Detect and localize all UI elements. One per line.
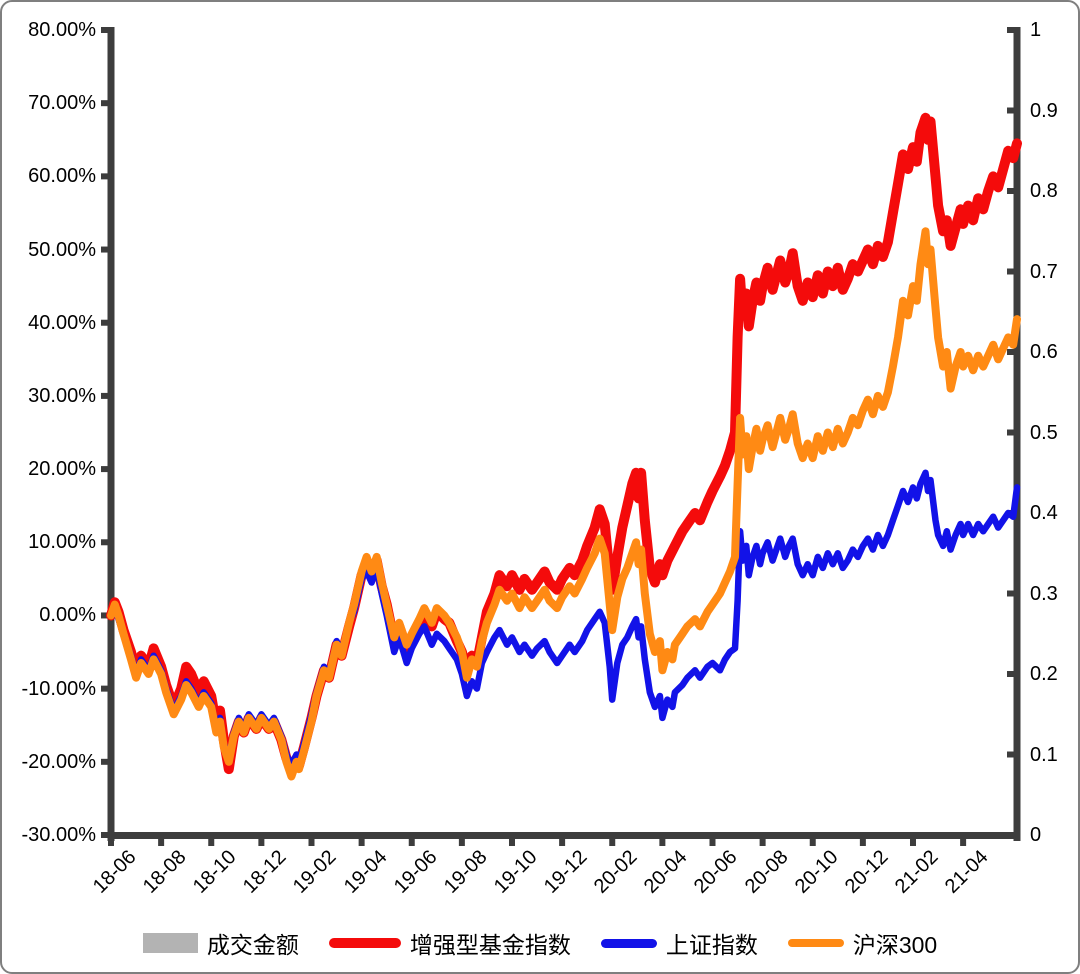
- left-axis-tick-label: 10.00%: [28, 531, 96, 554]
- right-axis-tick-label: 0.3: [1030, 582, 1058, 605]
- right-axis-tick: [1007, 832, 1014, 838]
- right-axis-tick-label: 0: [1030, 824, 1042, 846]
- series-line-增强型基金指数: [106, 112, 1022, 775]
- left-axis-tick-label: -10.00%: [21, 677, 97, 700]
- x-axis-tick: [609, 839, 616, 846]
- legend-line-swatch: [328, 938, 401, 948]
- left-axis-tick: [101, 392, 108, 399]
- right-axis-tick-label: 0.2: [1030, 663, 1058, 685]
- x-axis-line: [107, 832, 1021, 839]
- x-axis-tick: [208, 839, 215, 846]
- left-axis-tick-label: 40.00%: [28, 311, 96, 334]
- left-axis-tick-label: -30.00%: [21, 824, 97, 846]
- left-axis-tick-label: 60.00%: [28, 165, 96, 188]
- left-axis-tick: [101, 27, 108, 33]
- legend-label: 成交金额: [206, 932, 299, 958]
- left-axis-line: [107, 27, 115, 841]
- right-axis-tick-label: 0.8: [1030, 180, 1058, 202]
- left-axis-tick-label: 0.00%: [39, 604, 96, 627]
- left-axis-tick-label: 70.00%: [28, 92, 96, 115]
- x-axis-tick: [559, 839, 566, 846]
- x-axis-tick: [508, 839, 515, 846]
- left-axis-tick: [101, 246, 108, 253]
- right-axis-tick: [1007, 268, 1014, 275]
- legend-line-swatch: [787, 939, 844, 947]
- x-axis-tick: [308, 839, 315, 846]
- right-axis-tick: [1007, 188, 1014, 194]
- x-axis-tick: [809, 839, 816, 846]
- legend-item-沪深300: 沪深300: [787, 926, 938, 960]
- x-axis-tick: [909, 839, 916, 846]
- right-axis-tick: [1007, 107, 1014, 114]
- right-axis-tick-label: 1: [1030, 19, 1042, 41]
- right-axis-tick-label: 0.7: [1030, 260, 1058, 283]
- right-axis-line: [1013, 27, 1021, 841]
- right-axis-tick-label: 0.9: [1030, 99, 1058, 122]
- x-axis-tick: [659, 839, 666, 846]
- left-axis-tick: [101, 466, 108, 473]
- x-axis-tick: [960, 839, 967, 846]
- left-axis-tick: [101, 319, 108, 326]
- left-axis-tick-label: -20.00%: [21, 750, 97, 773]
- x-axis-tick: [759, 839, 766, 846]
- x-axis-tick: [709, 839, 716, 846]
- left-axis-tick: [101, 539, 108, 546]
- right-axis-tick-label: 0.4: [1030, 502, 1058, 524]
- right-axis-tick-label: 0.5: [1030, 421, 1058, 444]
- right-axis-tick: [1007, 349, 1014, 355]
- right-axis-tick: [1007, 27, 1014, 33]
- x-axis-tick: [158, 839, 165, 846]
- x-axis-tick: [859, 839, 866, 846]
- x-axis-tick: [108, 839, 114, 846]
- right-axis-tick-label: 0.6: [1030, 341, 1058, 363]
- legend-item-上证指数: 上证指数: [600, 926, 758, 960]
- left-axis-tick: [101, 100, 108, 107]
- series-line-沪深300: [107, 227, 1021, 781]
- right-axis-tick: [1007, 751, 1014, 758]
- left-axis-tick: [101, 612, 108, 619]
- right-axis-tick: [1007, 429, 1014, 436]
- legend-label: 沪深300: [852, 932, 938, 958]
- left-axis-tick: [101, 758, 108, 765]
- legend-item-成交金额: 成交金额: [142, 926, 299, 960]
- legend-label: 增强型基金指数: [409, 932, 571, 958]
- x-axis-tick: [408, 839, 415, 846]
- legend: 成交金额 增强型基金指数 上证指数 沪深300: [2, 922, 1078, 964]
- right-axis-tick-label: 0.1: [1030, 743, 1058, 766]
- left-axis-tick-label: 80.00%: [28, 19, 96, 41]
- left-axis-tick-label: 30.00%: [28, 384, 96, 407]
- left-axis-tick: [101, 832, 108, 838]
- x-axis-tick: [358, 839, 365, 846]
- left-axis-tick: [101, 685, 108, 692]
- legend-label: 上证指数: [665, 932, 758, 958]
- left-axis-tick: [101, 173, 108, 180]
- legend-item-增强型基金指数: 增强型基金指数: [328, 926, 571, 960]
- left-axis-tick-label: 50.00%: [28, 238, 96, 261]
- legend-bar-swatch: [142, 933, 198, 953]
- right-axis-tick: [1007, 590, 1014, 597]
- right-axis-tick: [1007, 671, 1014, 677]
- x-axis-tick: [258, 839, 265, 846]
- x-axis-tick: [458, 839, 465, 846]
- left-axis-tick-label: 20.00%: [28, 458, 96, 481]
- legend-line-swatch: [600, 938, 657, 948]
